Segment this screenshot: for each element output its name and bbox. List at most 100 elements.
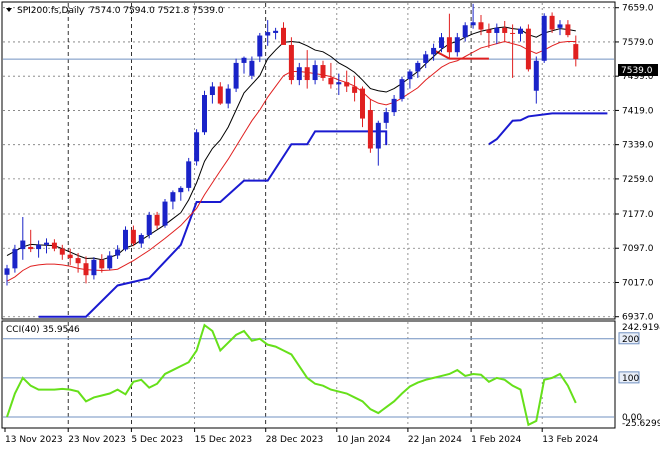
cci-tick-label: 100 [622, 374, 639, 384]
candle-body [83, 263, 89, 276]
price-tick-label: 7419.0 [622, 106, 654, 116]
candle-body [549, 15, 555, 30]
price-tick-label: 7339.0 [622, 141, 654, 151]
candle-body [91, 259, 97, 276]
candle-body [44, 242, 49, 245]
candle-body [217, 86, 223, 104]
symbol-label[interactable]: SPI200.fs,Daily [17, 6, 85, 16]
candle-body [360, 88, 365, 119]
date-tick-label: 15 Dec 2023 [195, 435, 253, 445]
candle-body [383, 112, 389, 123]
candle-body [454, 37, 460, 53]
cci-tick-label: 242.9194 [622, 323, 660, 333]
candle-body [75, 258, 81, 264]
candle-body [123, 229, 128, 250]
candle-body [312, 65, 318, 81]
date-tick-label: 10 Jan 2024 [337, 435, 391, 445]
cci-tick-label: -25.6299 [622, 419, 660, 429]
candle-body [415, 62, 421, 72]
price-tick-label: 7499.0 [622, 72, 654, 82]
date-tick-label: 13 Nov 2023 [5, 435, 63, 445]
candle-body [486, 29, 492, 33]
trailing-stop-line [38, 130, 388, 318]
candle-body [557, 24, 563, 28]
price-tick-label: 7579.0 [622, 38, 654, 48]
candle-body [249, 60, 255, 76]
candle-body [502, 27, 508, 33]
candle-body [431, 47, 437, 55]
current-price-label: 7539.0 [621, 66, 653, 76]
candle-body [478, 22, 484, 30]
symbol-dropdown-icon[interactable] [6, 8, 12, 12]
candle-body [375, 122, 381, 149]
candle-body [115, 249, 121, 256]
candle-body [265, 32, 271, 36]
candle-body [399, 79, 405, 99]
candle-body [281, 27, 286, 45]
cci-tick-label: 200 [622, 335, 639, 345]
candle-body [304, 67, 310, 81]
candle-body [320, 65, 326, 78]
candle-body [36, 244, 42, 250]
candle-body [344, 82, 350, 87]
candle-body [12, 249, 18, 269]
indicator-series [6, 323, 577, 427]
indicator-panel-frame [1, 320, 616, 429]
candle-body [146, 214, 152, 235]
candle-body [494, 27, 500, 33]
candle-body [138, 234, 144, 244]
candle-body [241, 57, 247, 63]
price-tick-label: 6937.0 [622, 313, 654, 323]
candle-body [391, 98, 397, 113]
cci-tick-label: 0.00 [622, 413, 642, 423]
candle-body [470, 22, 476, 26]
date-tick-label: 13 Feb 2024 [542, 435, 598, 445]
cci-level-tag [618, 332, 640, 345]
date-tick-label: 28 Dec 2023 [266, 435, 324, 445]
trailing-stop-line [488, 112, 608, 146]
price-tick-label: 7659.0 [622, 4, 654, 14]
candle-body [328, 77, 334, 85]
price-series [4, 3, 608, 318]
candle-body [510, 32, 516, 34]
candle-body [296, 67, 302, 81]
date-tick-label: 1 Feb 2024 [471, 435, 522, 445]
price-tick-label: 7259.0 [622, 175, 654, 185]
candle-body [407, 71, 413, 80]
date-tick-label: 22 Jan 2024 [408, 435, 462, 445]
candle-body [565, 24, 571, 36]
candle-body [439, 37, 444, 48]
price-tick-label: 7097.0 [622, 244, 654, 254]
candle-body [525, 28, 531, 70]
candle-body [257, 35, 263, 57]
candle-body [130, 229, 136, 244]
candle-body [186, 161, 192, 188]
candle-body [194, 132, 200, 162]
candle-body [170, 192, 176, 202]
candle-body [518, 28, 523, 34]
ohlc-readout: 7574.0 7594.0 7521.8 7539.0 [89, 6, 224, 16]
price-panel-frame [1, 1, 616, 320]
candle-body [273, 30, 279, 33]
candle-body [225, 88, 231, 104]
candle-body [59, 248, 65, 255]
date-tick-label: 23 Nov 2023 [68, 435, 126, 445]
current-price-tag [618, 64, 658, 76]
candle-body [573, 44, 579, 60]
candle-body [28, 246, 34, 250]
candle-body [541, 15, 547, 61]
indicator-label: CCI(40) 35.9546 [6, 325, 80, 335]
cci-level-tag [618, 371, 640, 384]
candle-body [4, 268, 10, 275]
axis-labels: 7659.0 7579.0 7499.0 7419.0 7339.0 7259.0 7177… [4, 4, 660, 445]
price-tick-label: 7177.0 [622, 210, 654, 220]
candle-body [446, 37, 452, 53]
indicator-grid [3, 322, 614, 427]
candle-body [178, 187, 184, 193]
candle-body [162, 201, 168, 226]
candle-body [336, 82, 342, 85]
candle-body [209, 86, 215, 96]
candle-body [154, 214, 160, 226]
